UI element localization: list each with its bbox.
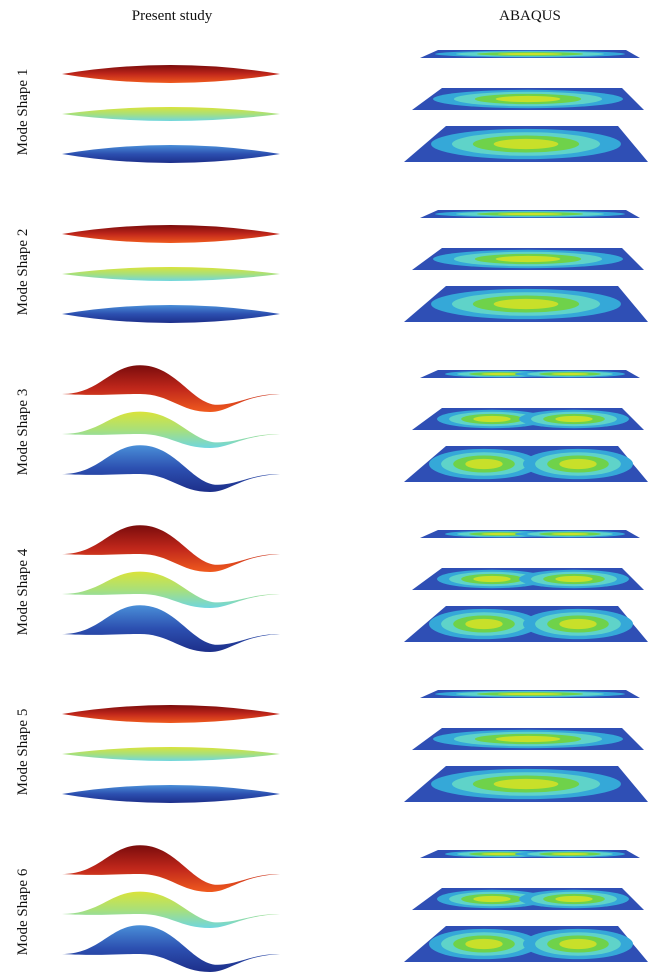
contour [465, 459, 502, 469]
contour [496, 256, 561, 262]
row-label: Mode Shape 6 [15, 868, 31, 955]
contour [481, 533, 518, 535]
mode-surface [62, 445, 280, 492]
figure: Present study ABAQUS Mode Shape 1 Mode Sh… [0, 0, 662, 974]
contour [481, 373, 518, 375]
contour [498, 693, 563, 695]
row-label: Mode Shape 4 [15, 548, 31, 635]
mode-surface [62, 225, 280, 243]
contour [555, 576, 592, 582]
mode-surface [62, 107, 280, 121]
mode-surface [62, 705, 280, 723]
contour [559, 459, 596, 469]
contour [555, 896, 592, 902]
mode-surface [62, 572, 280, 608]
mode-surface [62, 65, 280, 83]
page: Present study ABAQUS Mode Shape 1 Mode Sh… [0, 0, 662, 974]
contour [473, 576, 510, 582]
mode-surface [62, 925, 280, 972]
row-label: Mode Shape 5 [15, 709, 31, 796]
column-header: ABAQUS [499, 8, 561, 24]
mode-surface [62, 305, 280, 323]
contour [473, 896, 510, 902]
contour [555, 416, 592, 422]
mode-surface [62, 892, 280, 928]
mode-surface [62, 145, 280, 163]
contour [498, 53, 563, 55]
mode-surface [62, 747, 280, 761]
column-header: Present study [132, 8, 213, 24]
contour [496, 736, 561, 742]
mode-surface [62, 845, 280, 892]
mode-surface [62, 525, 280, 572]
mode-surface [62, 267, 280, 281]
contour [481, 853, 518, 855]
contour [494, 139, 559, 149]
mode-surface [62, 785, 280, 803]
contour [551, 373, 588, 375]
contour [465, 619, 502, 629]
contour [498, 213, 563, 215]
contour [473, 416, 510, 422]
contour [559, 939, 596, 949]
mode-surface [62, 412, 280, 448]
contour [559, 619, 596, 629]
contour [494, 779, 559, 789]
contour [551, 533, 588, 535]
contour [551, 853, 588, 855]
row-label: Mode Shape 2 [15, 229, 31, 316]
row-label: Mode Shape 3 [15, 389, 31, 476]
contour [465, 939, 502, 949]
mode-surface [62, 605, 280, 652]
contour [496, 96, 561, 102]
mode-surface [62, 365, 280, 412]
contour [494, 299, 559, 309]
row-label: Mode Shape 1 [15, 69, 31, 156]
